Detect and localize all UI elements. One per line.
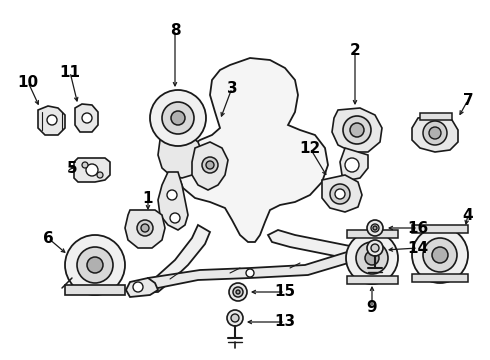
Circle shape <box>86 164 98 176</box>
Circle shape <box>371 224 379 232</box>
Circle shape <box>350 123 364 137</box>
Polygon shape <box>74 158 110 182</box>
Polygon shape <box>347 276 398 284</box>
Polygon shape <box>192 142 228 190</box>
Text: 3: 3 <box>227 81 237 95</box>
Circle shape <box>367 240 383 256</box>
Text: 14: 14 <box>408 240 429 256</box>
Circle shape <box>229 283 247 301</box>
Polygon shape <box>412 115 458 152</box>
Circle shape <box>206 161 214 169</box>
Polygon shape <box>412 274 468 282</box>
Circle shape <box>233 287 243 297</box>
Polygon shape <box>332 108 382 152</box>
Circle shape <box>77 247 113 283</box>
Circle shape <box>330 184 350 204</box>
Polygon shape <box>347 230 398 238</box>
Polygon shape <box>340 148 368 180</box>
Circle shape <box>365 251 379 265</box>
Circle shape <box>97 172 103 178</box>
Polygon shape <box>322 175 362 212</box>
Circle shape <box>65 235 125 295</box>
Circle shape <box>236 290 240 294</box>
Circle shape <box>335 189 345 199</box>
Polygon shape <box>126 278 158 297</box>
Circle shape <box>343 116 371 144</box>
Text: 15: 15 <box>274 284 295 300</box>
Circle shape <box>356 242 388 274</box>
Circle shape <box>371 244 379 252</box>
Circle shape <box>87 257 103 273</box>
Text: 2: 2 <box>350 42 360 58</box>
Polygon shape <box>412 225 468 233</box>
Text: 11: 11 <box>59 64 80 80</box>
Text: 13: 13 <box>274 315 295 329</box>
Polygon shape <box>148 248 365 290</box>
Circle shape <box>202 157 218 173</box>
Circle shape <box>412 227 468 283</box>
Polygon shape <box>158 172 188 230</box>
Circle shape <box>346 232 398 284</box>
Text: 7: 7 <box>463 93 473 108</box>
Circle shape <box>423 238 457 272</box>
Circle shape <box>432 247 448 263</box>
Circle shape <box>423 121 447 145</box>
Polygon shape <box>158 132 202 178</box>
Circle shape <box>231 314 239 322</box>
Text: 8: 8 <box>170 23 180 37</box>
Circle shape <box>82 113 92 123</box>
Circle shape <box>82 162 88 168</box>
Polygon shape <box>420 113 452 120</box>
Text: 16: 16 <box>407 220 429 235</box>
Circle shape <box>170 213 180 223</box>
Text: 12: 12 <box>299 140 320 156</box>
Circle shape <box>246 269 254 277</box>
Circle shape <box>373 226 377 230</box>
Circle shape <box>47 115 57 125</box>
Circle shape <box>345 158 359 172</box>
Polygon shape <box>38 106 65 135</box>
Text: 6: 6 <box>43 230 53 246</box>
Circle shape <box>162 102 194 134</box>
Circle shape <box>171 111 185 125</box>
Text: 1: 1 <box>143 190 153 206</box>
Circle shape <box>150 90 206 146</box>
Circle shape <box>367 220 383 236</box>
Circle shape <box>133 282 143 292</box>
Circle shape <box>167 190 177 200</box>
Circle shape <box>137 220 153 236</box>
Polygon shape <box>125 210 165 248</box>
Polygon shape <box>268 230 362 260</box>
Polygon shape <box>148 225 210 292</box>
Polygon shape <box>75 104 98 132</box>
Circle shape <box>429 127 441 139</box>
Circle shape <box>227 310 243 326</box>
Polygon shape <box>65 285 125 295</box>
Text: 4: 4 <box>463 207 473 222</box>
Polygon shape <box>178 58 328 242</box>
Text: 10: 10 <box>18 75 39 90</box>
Circle shape <box>141 224 149 232</box>
Text: 9: 9 <box>367 301 377 315</box>
Text: 5: 5 <box>67 161 77 176</box>
